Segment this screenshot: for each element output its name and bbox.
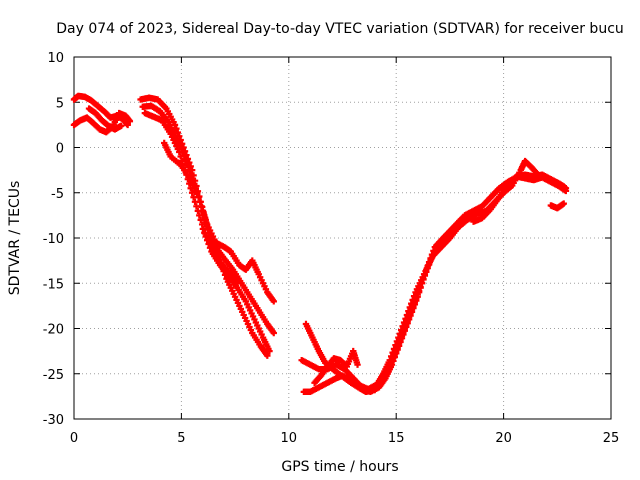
data-point <box>202 216 209 224</box>
y-tick-label: -30 <box>43 413 64 428</box>
data-point <box>188 189 196 196</box>
x-tick-label: 5 <box>177 431 185 446</box>
y-tick-label: -20 <box>43 323 64 338</box>
data-point <box>387 353 395 360</box>
x-axis-label: GPS time / hours <box>281 459 398 475</box>
data-point <box>202 233 209 240</box>
data-point <box>196 198 204 205</box>
data-point <box>126 118 134 125</box>
data-point <box>201 212 208 219</box>
series-track-n <box>470 173 570 225</box>
data-point <box>173 135 181 142</box>
data-point <box>560 200 567 207</box>
x-tick-label: 15 <box>388 431 405 446</box>
data-point <box>408 300 415 307</box>
y-tick-label: -5 <box>51 187 64 202</box>
series-track-h <box>199 225 273 355</box>
data-point <box>118 122 125 129</box>
data-point <box>205 240 212 248</box>
data-point <box>354 361 361 368</box>
series-track-k <box>300 212 479 396</box>
data-point <box>396 330 403 337</box>
data-point <box>403 311 411 319</box>
x-tick-label: 0 <box>70 431 78 446</box>
data-point <box>270 298 277 305</box>
data-point <box>562 187 570 195</box>
y-tick-label: 0 <box>56 142 64 157</box>
data-point <box>389 349 396 356</box>
chart-title: Day 074 of 2023, Sidereal Day-to-day VTE… <box>56 21 624 37</box>
data-points <box>70 92 570 396</box>
data-point <box>266 347 273 355</box>
data-point <box>195 194 202 201</box>
data-point <box>199 225 207 233</box>
x-tick-label: 25 <box>603 431 620 446</box>
data-point <box>409 296 416 304</box>
y-tick-label: 10 <box>47 51 64 66</box>
data-point <box>176 148 183 156</box>
data-point <box>198 203 205 210</box>
data-point <box>124 121 131 129</box>
data-point <box>392 341 399 349</box>
data-point <box>400 319 408 326</box>
data-point <box>183 160 191 167</box>
data-point <box>206 244 214 252</box>
data-point <box>410 292 418 300</box>
series-track-g <box>161 139 277 305</box>
x-tick-label: 20 <box>495 431 512 446</box>
data-point <box>264 352 271 359</box>
y-tick-label: -25 <box>43 368 64 383</box>
y-tick-label: -15 <box>43 277 64 292</box>
data-point <box>270 329 277 337</box>
x-tick-label: 10 <box>281 431 298 446</box>
data-point <box>201 229 208 236</box>
data-point <box>406 304 414 311</box>
series-track-m <box>547 200 567 212</box>
data-point <box>398 326 405 334</box>
grid-lines <box>74 57 611 419</box>
data-point <box>399 323 406 330</box>
series-track-c <box>85 105 125 133</box>
data-point <box>185 164 192 171</box>
y-tick-label: -10 <box>43 232 64 247</box>
data-point <box>182 156 189 163</box>
data-point <box>402 315 409 322</box>
data-point <box>199 207 207 215</box>
data-point <box>395 334 402 341</box>
axis-ticks: 0 5 10 15 20 25 -30 -25 -20 -15 -10 -5 0 5 10 <box>43 51 620 446</box>
data-point <box>390 345 398 353</box>
y-tick-label: 5 <box>56 96 64 111</box>
series-track-l <box>311 347 361 386</box>
data-point <box>393 338 401 345</box>
y-axis-label: SDTVAR / TECUs <box>7 181 23 296</box>
data-point <box>203 237 211 244</box>
data-point <box>405 307 412 315</box>
data-point <box>386 356 393 364</box>
data-point <box>177 153 184 160</box>
